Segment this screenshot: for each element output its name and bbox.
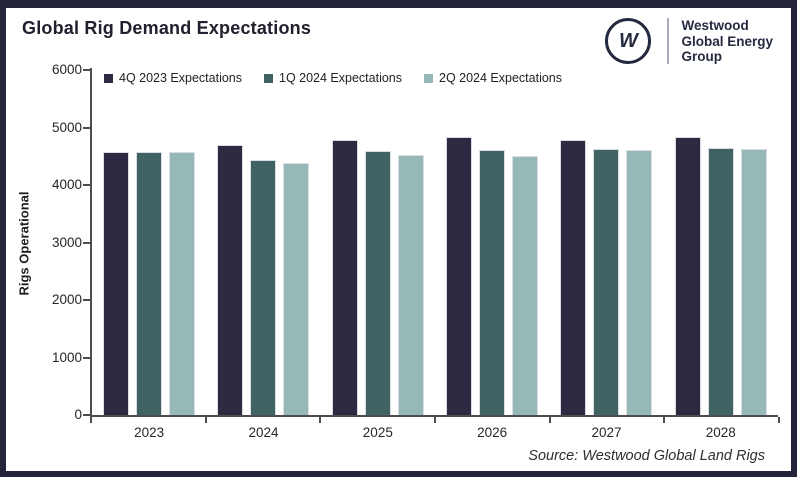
y-axis-title: Rigs Operational [16,191,32,296]
y-tick-label-1000: 1000 [51,349,82,365]
y-tick-mark-4000 [83,184,90,186]
legend-item-4q-2023-expectations: 4Q 2023 Expectations [104,71,242,85]
legend-swatch-icon [424,73,433,83]
bar-group-2026 [435,70,549,415]
legend-swatch-icon [264,73,273,83]
westwood-w-icon: W [605,18,652,65]
bar-2027-2q-2024-expectations [626,150,653,415]
bar-2025-1q-2024-expectations [364,151,391,415]
page-title: Global Rig Demand Expectations [22,18,312,38]
y-tick-label-3000: 3000 [51,234,82,250]
logo-line-2: Global Energy [681,33,773,49]
y-tick-label-2000: 2000 [51,292,82,307]
bar-2025-2q-2024-expectations [397,155,424,415]
bar-groups [92,70,778,415]
bar-group-2027 [549,70,663,415]
logo-line-3: Group [681,49,722,64]
x-tick-mark-0 [90,417,92,423]
x-tick-mark-5 [663,417,666,423]
legend-swatch-icon [104,73,113,83]
bar-group-2024 [206,70,320,415]
legend-label: 4Q 2023 Expectations [119,71,242,85]
x-tick-mark-2 [319,417,322,423]
bar-2026-2q-2024-expectations [512,156,539,415]
y-tick-mark-0 [83,414,90,416]
bar-group-2023 [92,70,206,415]
bar-2028-4q-2023-expectations [674,137,701,415]
logo-line-1: Westwood [681,18,749,33]
source-note: Source: Westwood Global Land Rigs [528,448,765,464]
logo-wordmark: Westwood Global Energy Group [681,18,773,65]
bar-2025-4q-2023-expectations [331,140,358,415]
y-tick-label-4000: 4000 [51,177,82,192]
x-axis-label-2028: 2028 [705,425,736,440]
logo-divider [667,18,670,65]
chart-legend: 4Q 2023 Expectations 1Q 2024 Expectations… [104,71,562,85]
x-axis-label-2023: 2023 [134,425,165,440]
bar-2024-4q-2023-expectations [217,145,244,415]
bar-2026-4q-2023-expectations [446,137,473,415]
legend-item-1q-2024-expectations: 1Q 2024 Expectations [264,71,402,85]
x-axis-label-2024: 2024 [248,425,279,440]
x-axis-label-2027: 2027 [591,425,622,440]
bar-2023-1q-2024-expectations [136,152,163,415]
bar-2027-4q-2023-expectations [560,140,587,415]
legend-label: 2Q 2024 Expectations [439,71,562,85]
y-tick-label-0: 0 [74,407,82,422]
legend-label: 1Q 2024 Expectations [279,71,402,85]
bar-2023-4q-2023-expectations [103,152,130,415]
y-tick-label-5000: 5000 [51,119,82,135]
y-tick-mark-3000 [83,241,90,244]
bar-group-2028 [664,70,778,415]
westwood-logo: W Westwood Global Energy Group [605,18,773,65]
bar-2026-1q-2024-expectations [479,150,506,415]
bar-chart: Rigs Operational 0 1000 2000 3000 4000 5000 60… [6,8,791,471]
x-tick-mark-4 [548,417,551,423]
bar-2024-2q-2024-expectations [283,163,310,415]
bar-2028-2q-2024-expectations [740,149,767,415]
y-tick-mark-2000 [83,299,90,301]
bar-2024-1q-2024-expectations [250,160,277,415]
bar-2028-1q-2024-expectations [707,148,734,415]
x-axis-label-2026: 2026 [477,425,508,440]
y-tick-mark-1000 [83,356,90,359]
y-axis-line [90,68,92,415]
y-tick-mark-6000 [83,69,90,71]
bar-group-2025 [321,70,435,415]
y-tick-mark-5000 [83,126,90,129]
y-tick-label-6000: 6000 [51,62,82,77]
x-tick-mark-6 [778,417,780,423]
x-tick-mark-1 [204,417,207,423]
x-axis-line [90,415,778,417]
x-tick-mark-3 [434,417,436,423]
x-axis-labels: 2023 2024 2025 2026 2027 2028 [92,425,778,440]
legend-item-2q-2024-expectations: 2Q 2024 Expectations [424,71,562,85]
bar-2027-1q-2024-expectations [593,149,620,415]
bar-2023-2q-2024-expectations [169,152,196,415]
x-axis-label-2025: 2025 [362,425,393,440]
